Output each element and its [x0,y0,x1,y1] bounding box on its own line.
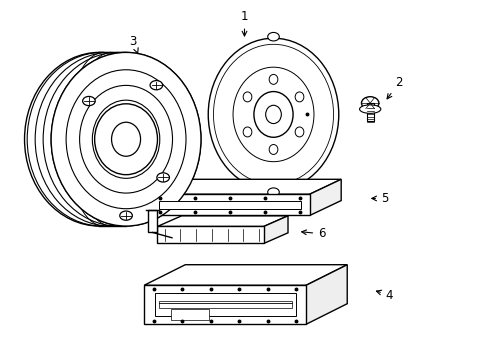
Ellipse shape [253,91,292,137]
Ellipse shape [24,53,174,226]
Ellipse shape [267,32,279,41]
Polygon shape [264,216,287,243]
Ellipse shape [265,105,281,123]
Bar [148,210,157,233]
Text: 3: 3 [129,35,138,54]
Ellipse shape [361,97,378,109]
Ellipse shape [268,75,277,84]
Text: 1: 1 [240,10,248,36]
Ellipse shape [150,81,163,90]
Polygon shape [155,293,295,316]
Text: 6: 6 [301,228,325,240]
Polygon shape [309,179,341,215]
Ellipse shape [111,122,140,156]
Polygon shape [150,179,341,194]
Polygon shape [144,285,305,324]
Text: 5: 5 [371,192,387,205]
Ellipse shape [295,92,303,102]
Ellipse shape [120,211,132,220]
Ellipse shape [243,92,251,102]
Ellipse shape [268,144,277,154]
Bar [366,103,373,121]
Ellipse shape [295,127,303,137]
Polygon shape [99,53,126,226]
Polygon shape [144,265,346,285]
Polygon shape [157,216,287,226]
Ellipse shape [82,96,95,105]
Ellipse shape [267,188,279,197]
Ellipse shape [51,53,201,226]
Polygon shape [150,194,309,215]
Text: 2: 2 [386,76,402,99]
Ellipse shape [157,173,169,182]
Polygon shape [157,226,264,243]
Bar [170,309,209,320]
Ellipse shape [208,38,338,191]
Text: 4: 4 [376,289,392,302]
Ellipse shape [95,104,157,175]
Polygon shape [159,201,301,209]
Polygon shape [305,265,346,324]
Ellipse shape [359,105,380,113]
Ellipse shape [243,127,251,137]
